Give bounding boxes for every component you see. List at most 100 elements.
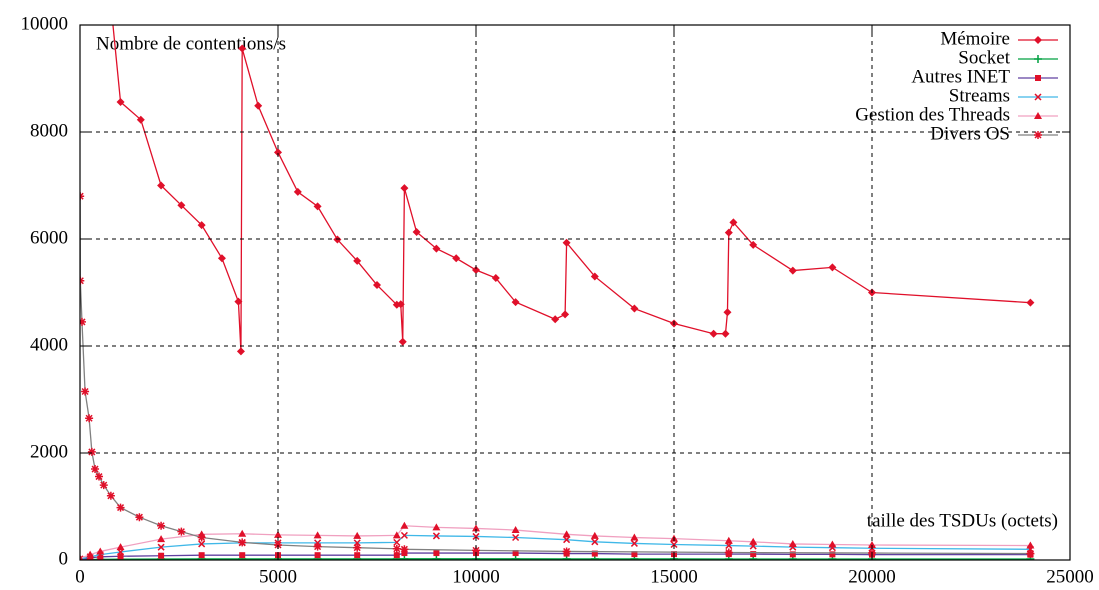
data-point	[670, 540, 678, 549]
data-point	[472, 546, 480, 555]
data-point	[723, 308, 732, 317]
legend-label: Mémoire	[940, 28, 1010, 49]
data-point	[472, 532, 480, 540]
data-point	[353, 531, 362, 539]
data-point	[136, 115, 145, 124]
data-point	[829, 551, 836, 558]
data-point	[157, 521, 166, 530]
data-point	[86, 550, 95, 558]
data-point	[333, 235, 342, 244]
data-point	[561, 310, 570, 319]
x-tick-label: 10000	[452, 566, 500, 587]
data-point	[177, 527, 186, 536]
data-point	[724, 548, 733, 557]
legend-label: Socket	[958, 47, 1010, 68]
data-point	[511, 298, 520, 307]
data-point	[590, 531, 599, 539]
y-axis-annotation: Nombre de contentions/s	[96, 33, 286, 54]
data-point	[724, 228, 733, 237]
data-point	[313, 202, 322, 211]
data-point	[116, 543, 125, 551]
data-point	[433, 550, 440, 557]
data-point	[80, 555, 84, 560]
data-point	[512, 533, 520, 542]
data-point	[1026, 549, 1035, 558]
data-point	[135, 513, 144, 522]
legend-marker	[1034, 112, 1042, 119]
data-point	[239, 552, 246, 559]
data-point	[432, 554, 441, 560]
data-point	[788, 266, 797, 275]
data-point	[551, 315, 560, 324]
data-point	[80, 554, 84, 560]
data-point	[630, 304, 639, 313]
data-point	[432, 523, 441, 531]
data-point	[562, 530, 571, 538]
y-tick-label: 10000	[21, 13, 69, 34]
data-point	[157, 181, 166, 190]
data-point	[157, 543, 165, 551]
data-point	[293, 187, 302, 196]
data-point	[1026, 541, 1035, 549]
data-point	[353, 256, 362, 265]
data-point	[398, 337, 407, 346]
data-point	[591, 538, 599, 546]
data-point	[97, 553, 104, 560]
data-point	[562, 547, 571, 556]
data-point	[392, 544, 401, 553]
data-point	[432, 244, 441, 253]
data-point	[631, 551, 638, 558]
x-tick-label: 15000	[650, 566, 698, 587]
legend-label: Gestion des Threads	[855, 104, 1010, 125]
data-point	[217, 254, 226, 263]
data-point	[472, 524, 480, 532]
data-point	[198, 540, 206, 548]
data-point	[393, 552, 400, 559]
data-point	[87, 447, 96, 456]
data-point	[238, 529, 247, 537]
data-point	[400, 545, 409, 554]
data-point	[314, 552, 321, 559]
data-point	[749, 240, 758, 249]
data-point	[452, 254, 461, 263]
data-point	[234, 297, 243, 306]
data-point	[828, 540, 837, 548]
data-point	[432, 532, 440, 540]
legend-marker	[1035, 75, 1041, 81]
data-point	[80, 317, 86, 326]
data-point	[590, 272, 599, 281]
series-line	[80, 196, 1031, 555]
data-point	[274, 530, 282, 538]
data-point	[198, 552, 205, 559]
data-point	[392, 531, 401, 539]
y-tick-label: 8000	[30, 120, 68, 141]
data-point	[724, 536, 733, 544]
data-point	[238, 538, 247, 547]
data-point	[116, 98, 125, 107]
data-point	[721, 329, 730, 338]
data-point	[373, 281, 381, 290]
legend-marker	[1034, 36, 1042, 44]
legend-marker	[1034, 131, 1042, 139]
data-point	[400, 554, 409, 560]
data-point	[412, 228, 421, 237]
data-point	[400, 521, 409, 529]
data-point	[238, 44, 247, 53]
data-point	[96, 547, 105, 555]
data-point	[197, 221, 206, 230]
plot-area	[80, 25, 1035, 560]
y-tick-label: 4000	[30, 334, 68, 355]
data-point	[313, 542, 322, 551]
x-tick-label: 25000	[1046, 566, 1094, 587]
data-point	[562, 238, 571, 247]
data-point	[274, 148, 282, 157]
data-point	[512, 550, 519, 557]
data-point	[95, 472, 104, 481]
data-point	[789, 551, 796, 558]
data-point	[788, 539, 797, 547]
data-point	[157, 535, 166, 543]
data-point	[177, 201, 186, 210]
x-axis-annotation: taille des TSDUs (octets)	[867, 510, 1058, 531]
data-point	[750, 551, 757, 558]
